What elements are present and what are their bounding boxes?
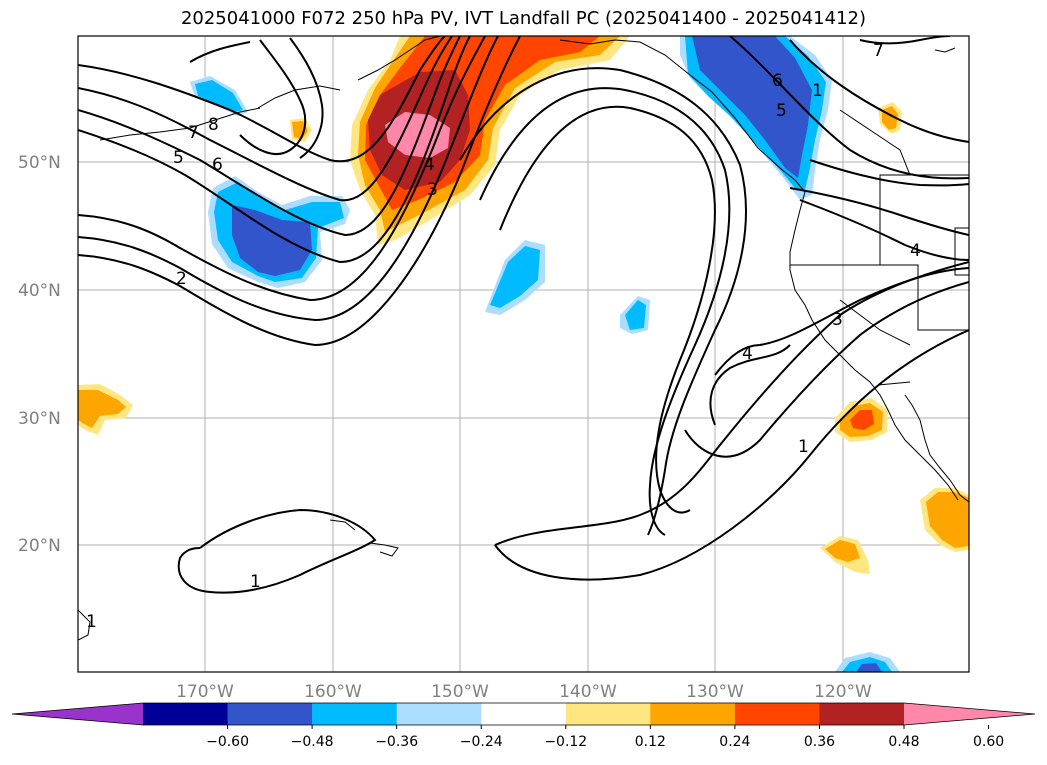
colorbar-segment xyxy=(143,703,229,725)
colorbar-tick-label: −0.24 xyxy=(460,734,503,750)
colorbar-tick-label: −0.36 xyxy=(375,734,418,750)
contour-label: 1 xyxy=(250,572,261,592)
latitude-labels: 50°N 40°N 30°N 20°N xyxy=(18,153,61,556)
colorbar-segment xyxy=(650,703,736,725)
lon-label-120w: 120°W xyxy=(814,682,872,702)
contour-label: 2 xyxy=(176,269,187,289)
lon-label-150w: 150°W xyxy=(431,682,489,702)
colorbar-tick-label: 0.36 xyxy=(804,734,835,750)
contour-label: 1 xyxy=(798,437,809,457)
pv-contours xyxy=(78,36,969,594)
lon-label-170w: 170°W xyxy=(176,682,234,702)
colorbar-outline xyxy=(11,702,1036,726)
lat-label-30n: 30°N xyxy=(18,409,61,429)
colorbar-tick-label: 0.60 xyxy=(973,734,1004,750)
lon-label-160w: 160°W xyxy=(304,682,362,702)
map-area: 7 8 5 6 2 1 4 3 1 6 5 7 4 3 4 1 1 xyxy=(78,36,969,672)
contour-label: 5 xyxy=(776,101,787,121)
colorbar-segment xyxy=(396,703,482,725)
positive-anomaly-gulf xyxy=(350,36,630,245)
colorbar-tick-label: −0.48 xyxy=(291,734,334,750)
contour-label: 7 xyxy=(873,41,884,61)
contour-label: 3 xyxy=(427,180,438,200)
contour-label: 6 xyxy=(212,155,223,175)
lon-label-140w: 140°W xyxy=(559,682,617,702)
colorbar-tick-label: −0.60 xyxy=(206,734,249,750)
colorbar-tick-label: 0.48 xyxy=(888,734,919,750)
lon-label-130w: 130°W xyxy=(686,682,744,702)
lat-label-50n: 50°N xyxy=(18,153,61,173)
lat-label-40n: 40°N xyxy=(18,281,61,301)
colorbar-segment xyxy=(227,703,313,725)
contour-label: 4 xyxy=(424,155,435,175)
contour-labels: 7 8 5 6 2 1 4 3 1 6 5 7 4 3 4 1 1 xyxy=(86,41,921,632)
gridlines xyxy=(78,36,969,672)
colorbar-segment xyxy=(819,703,905,725)
contour-label: 4 xyxy=(742,344,753,364)
contour-label: 7 xyxy=(188,123,199,143)
negative-anomaly-west xyxy=(190,76,350,288)
small-anomalies xyxy=(78,102,969,672)
map-frame xyxy=(77,35,970,673)
map-title: 2025041000 F072 250 hPa PV, IVT Landfall… xyxy=(180,8,867,29)
contour-label: 8 xyxy=(208,115,219,135)
colorbar-extend-high xyxy=(904,703,1035,725)
colorbar-tick-label: 0.24 xyxy=(719,734,750,750)
contour-label: 1 xyxy=(812,81,823,101)
colorbar-tick-label: −0.12 xyxy=(544,734,587,750)
contour-label: 4 xyxy=(910,241,921,261)
colorbar-segment xyxy=(565,703,651,725)
colorbar-extend-low xyxy=(12,703,143,725)
colorbar-tick-label: 0.12 xyxy=(635,734,666,750)
contour-label: 5 xyxy=(173,148,184,168)
colorbar-segment xyxy=(481,703,567,725)
colorbar-segment xyxy=(312,703,398,725)
longitude-labels: 170°W 160°W 150°W 140°W 130°W 120°W xyxy=(176,682,872,702)
colorbar-segment xyxy=(734,703,820,725)
contour-label: 6 xyxy=(772,71,783,91)
lat-label-20n: 20°N xyxy=(18,536,61,556)
negative-anomaly-bc xyxy=(680,36,832,200)
colorbar: −0.60 −0.48 −0.36 −0.24 −0.12 0.12 0.24 0.36 0.4… xyxy=(11,702,1036,750)
contour-label: 1 xyxy=(86,612,97,632)
contour-label: 3 xyxy=(832,310,843,330)
